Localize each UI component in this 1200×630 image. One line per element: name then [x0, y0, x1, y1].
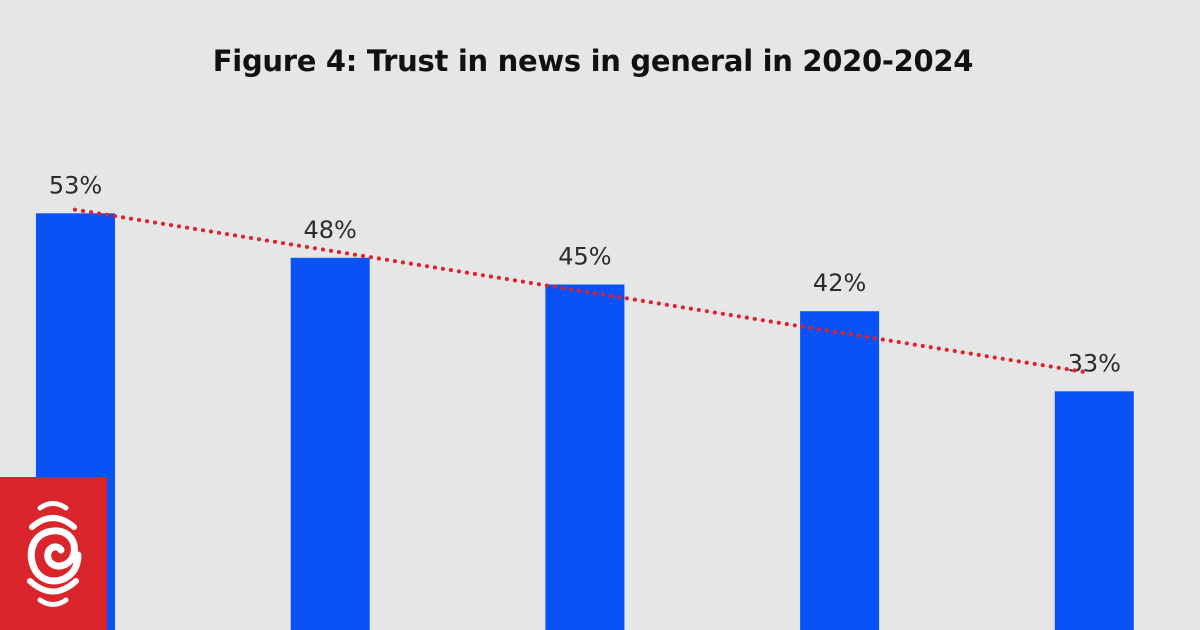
- bar: [1054, 391, 1134, 630]
- trendline: [73, 207, 1092, 375]
- data-label: 33%: [1068, 349, 1121, 377]
- bar: [290, 257, 370, 630]
- chart-title: Figure 4: Trust in news in general in 20…: [212, 44, 974, 78]
- bar: [800, 311, 880, 630]
- data-label: 53%: [49, 171, 102, 199]
- data-label: 45%: [558, 243, 611, 271]
- rnz-logo: [0, 477, 107, 630]
- bar: [545, 284, 625, 630]
- data-label: 42%: [813, 269, 866, 297]
- data-label: 48%: [304, 216, 357, 244]
